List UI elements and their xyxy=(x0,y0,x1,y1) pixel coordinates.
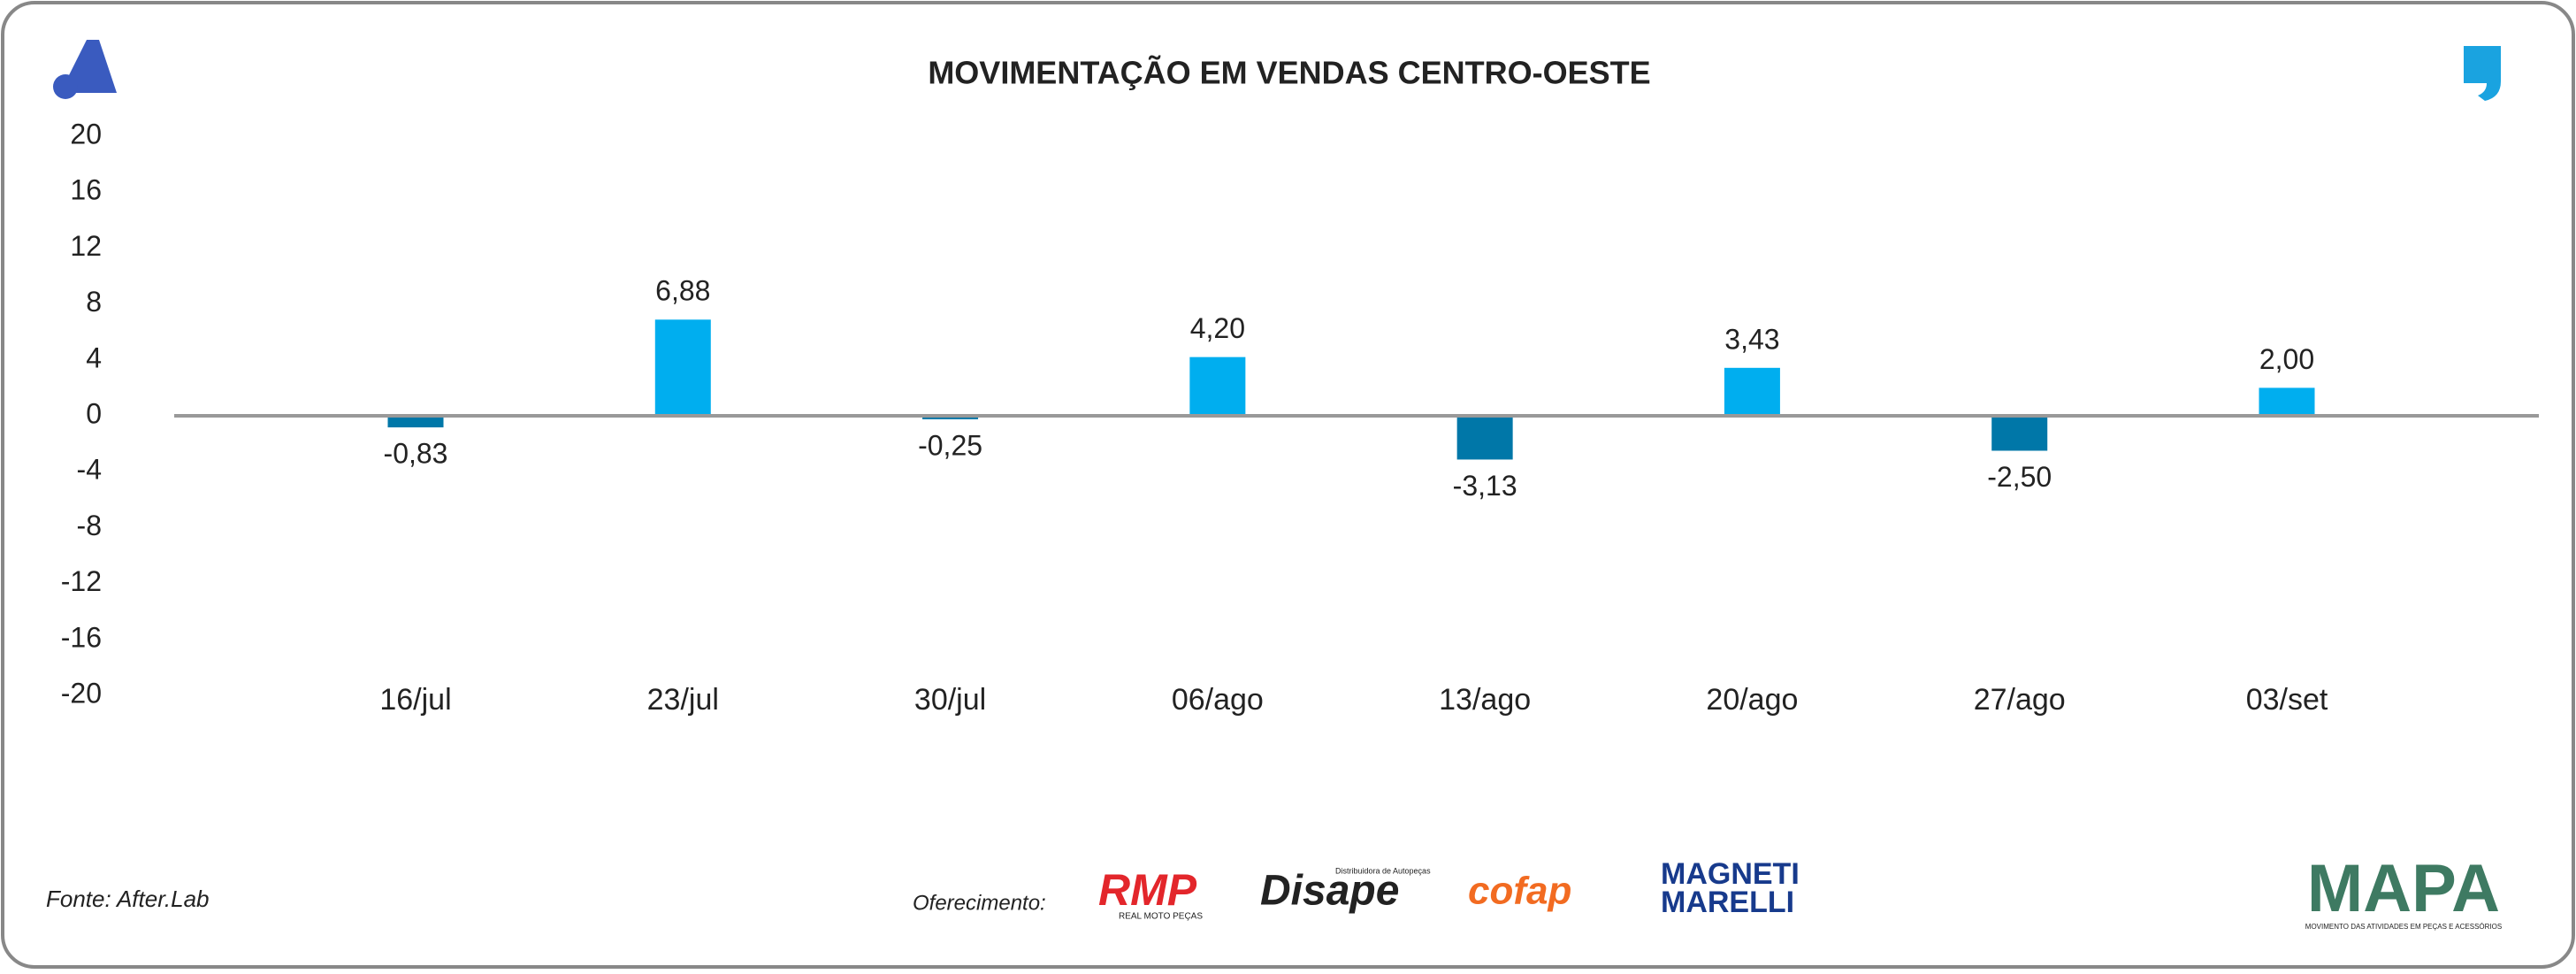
y-tick-label: -4 xyxy=(77,454,102,486)
y-tick-label: 12 xyxy=(70,230,102,262)
x-tick-label: 23/jul xyxy=(647,683,719,717)
bar xyxy=(2259,387,2315,416)
x-tick-label: 13/ago xyxy=(1439,683,1531,717)
value-label: 6,88 xyxy=(655,275,710,307)
brand-logo: MAPA xyxy=(2307,851,2500,926)
y-tick-label: -16 xyxy=(61,621,102,653)
y-tick-label: 16 xyxy=(70,174,102,206)
value-label: 4,20 xyxy=(1190,312,1245,344)
y-tick-label: 8 xyxy=(86,286,102,318)
value-label: 2,00 xyxy=(2259,343,2314,375)
x-tick-label: 20/ago xyxy=(1706,683,1798,717)
value-label: 3,43 xyxy=(1724,323,1779,355)
y-tick-label: -20 xyxy=(61,677,102,709)
bar xyxy=(654,319,711,416)
logo-a xyxy=(53,40,117,99)
sponsor-logo: Distribuidora de Autopeças xyxy=(1335,866,1431,875)
x-tick-label: 27/ago xyxy=(1974,683,2066,717)
x-tick-label: 30/jul xyxy=(914,683,986,717)
value-label: -3,13 xyxy=(1453,470,1517,502)
x-tick-label: 03/set xyxy=(2246,683,2328,717)
x-tick-label: 06/ago xyxy=(1172,683,1264,717)
bar xyxy=(1724,367,1780,416)
sponsor-logo: RMP xyxy=(1098,865,1197,915)
sponsor-logo: Disape xyxy=(1260,868,1399,915)
bar xyxy=(387,416,444,428)
y-tick-label: 0 xyxy=(86,397,102,429)
chart-title: MOVIMENTAÇÃO EM VENDAS CENTRO-OESTE xyxy=(928,54,1650,91)
y-tick-label: -8 xyxy=(77,510,102,541)
value-label: -0,83 xyxy=(384,438,448,470)
value-label: -2,50 xyxy=(1987,461,2052,493)
brand-tagline: MOVIMENTO DAS ATIVIDADES EM PEÇAS E ACES… xyxy=(2305,923,2502,931)
sponsor-logo: REAL MOTO PEÇAS xyxy=(1119,912,1203,922)
bar xyxy=(1456,416,1513,460)
sponsor-logo: cofap xyxy=(1468,870,1571,913)
value-label: -0,25 xyxy=(918,429,982,461)
bar xyxy=(1189,357,1246,416)
y-tick-label: 20 xyxy=(70,118,102,150)
source: Fonte: After.Lab xyxy=(46,886,210,912)
logo-comma xyxy=(2464,46,2501,101)
sponsor-label: Oferecimento: xyxy=(913,891,1046,915)
bar xyxy=(1991,416,2048,451)
sponsor-logo: MAGNETI xyxy=(1661,857,1800,891)
x-tick-label: 16/jul xyxy=(379,683,451,717)
y-tick-label: -12 xyxy=(61,565,102,597)
sponsor-logo: MARELLI xyxy=(1661,886,1794,919)
y-tick-label: 4 xyxy=(86,341,102,373)
